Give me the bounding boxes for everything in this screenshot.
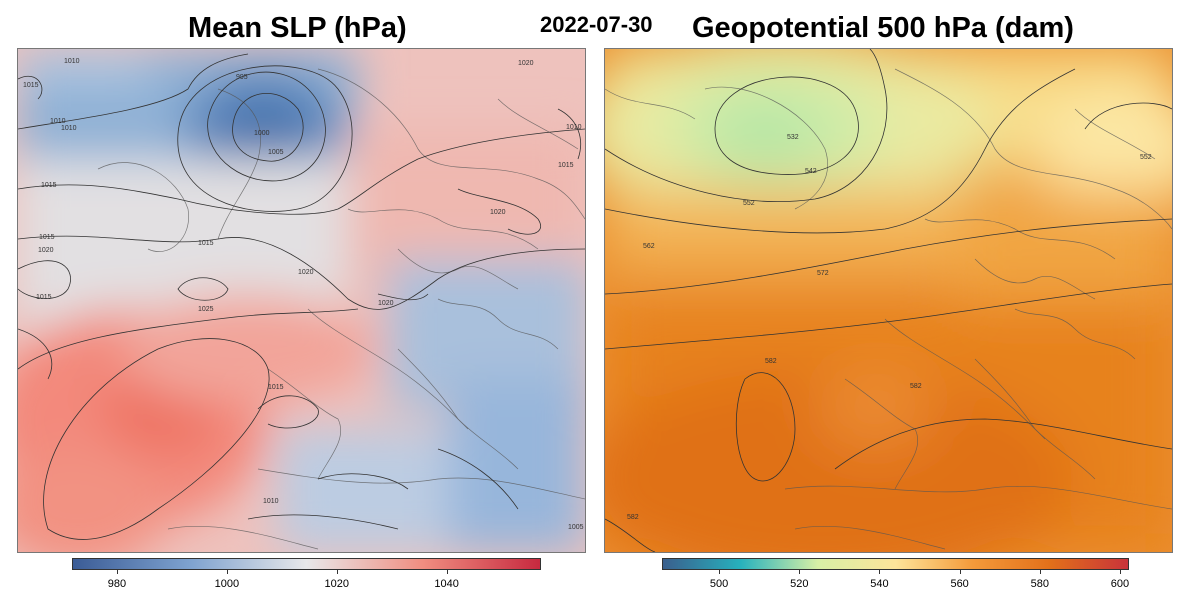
svg-text:552: 552 bbox=[1140, 154, 1152, 161]
svg-text:582: 582 bbox=[627, 514, 639, 521]
svg-text:582: 582 bbox=[765, 358, 777, 365]
svg-text:572: 572 bbox=[817, 270, 829, 277]
coastlines bbox=[97, 68, 585, 550]
geopotential-map: 532 542 552 562 572 582 582 552 582 bbox=[604, 48, 1173, 553]
svg-text:532: 532 bbox=[787, 134, 799, 141]
isobar-labels: 995 1000 1005 1010 1010 1015 1015 1015 1… bbox=[23, 58, 584, 531]
svg-text:562: 562 bbox=[643, 243, 655, 250]
colorbar-tick bbox=[959, 569, 961, 574]
svg-text:1020: 1020 bbox=[298, 269, 314, 276]
colorbar-tick bbox=[1119, 569, 1121, 574]
colorbar-tick bbox=[446, 569, 448, 574]
svg-text:1015: 1015 bbox=[558, 162, 574, 169]
svg-text:1015: 1015 bbox=[36, 294, 52, 301]
svg-text:1005: 1005 bbox=[568, 524, 584, 531]
svg-text:1015: 1015 bbox=[198, 240, 214, 247]
colorbar-tick-label: 1000 bbox=[214, 578, 240, 590]
svg-text:542: 542 bbox=[805, 168, 817, 175]
colorbar-tick-label: 600 bbox=[1110, 578, 1130, 590]
svg-text:1000: 1000 bbox=[254, 130, 270, 137]
svg-text:1010: 1010 bbox=[566, 124, 582, 131]
geopotential-title: Geopotential 500 hPa (dam) bbox=[692, 12, 1074, 44]
colorbar-tick bbox=[1039, 569, 1041, 574]
svg-text:995: 995 bbox=[236, 74, 248, 81]
contour-labels: 532 542 552 562 572 582 582 552 582 bbox=[627, 134, 1152, 521]
colorbar-tick-label: 580 bbox=[1030, 578, 1049, 590]
slp-colorbar bbox=[72, 558, 541, 570]
slp-map: 995 1000 1005 1010 1010 1015 1015 1015 1… bbox=[17, 48, 586, 553]
colorbar-tick bbox=[719, 569, 721, 574]
svg-text:552: 552 bbox=[743, 200, 755, 207]
svg-text:1025: 1025 bbox=[198, 306, 214, 313]
geopotential-field bbox=[605, 49, 1172, 552]
svg-text:1020: 1020 bbox=[378, 300, 394, 307]
slp-field bbox=[18, 49, 585, 552]
svg-text:582: 582 bbox=[910, 383, 922, 390]
colorbar-tick-label: 560 bbox=[950, 578, 969, 590]
svg-text:1010: 1010 bbox=[50, 118, 66, 125]
svg-text:1005: 1005 bbox=[268, 149, 284, 156]
svg-text:1015: 1015 bbox=[23, 82, 39, 89]
colorbar-tick bbox=[799, 569, 801, 574]
svg-text:1020: 1020 bbox=[490, 209, 506, 216]
colorbar-tick-label: 1040 bbox=[434, 578, 459, 590]
svg-text:1010: 1010 bbox=[263, 498, 279, 505]
svg-text:1020: 1020 bbox=[38, 247, 54, 254]
svg-text:1015: 1015 bbox=[268, 384, 284, 391]
geopotential-colorbar bbox=[662, 558, 1129, 570]
svg-text:1010: 1010 bbox=[61, 125, 77, 132]
colorbar-tick bbox=[879, 569, 881, 574]
colorbar-tick-label: 520 bbox=[790, 578, 809, 590]
height-contours bbox=[605, 49, 1172, 552]
svg-text:1015: 1015 bbox=[41, 182, 57, 189]
svg-text:1010: 1010 bbox=[64, 58, 80, 65]
slp-title: Mean SLP (hPa) bbox=[188, 12, 407, 44]
colorbar-tick bbox=[226, 569, 228, 574]
colorbar-tick-label: 980 bbox=[107, 578, 127, 590]
colorbar-tick bbox=[116, 569, 118, 574]
colorbar-tick-label: 1020 bbox=[324, 578, 349, 590]
svg-text:1020: 1020 bbox=[518, 60, 534, 67]
date-label: 2022-07-30 bbox=[540, 12, 653, 37]
colorbar-tick bbox=[336, 569, 338, 574]
svg-text:1015: 1015 bbox=[39, 234, 55, 241]
coastlines bbox=[605, 68, 1172, 550]
colorbar-tick-label: 540 bbox=[870, 578, 889, 590]
colorbar-tick-label: 500 bbox=[709, 578, 729, 590]
isobars bbox=[18, 53, 585, 540]
